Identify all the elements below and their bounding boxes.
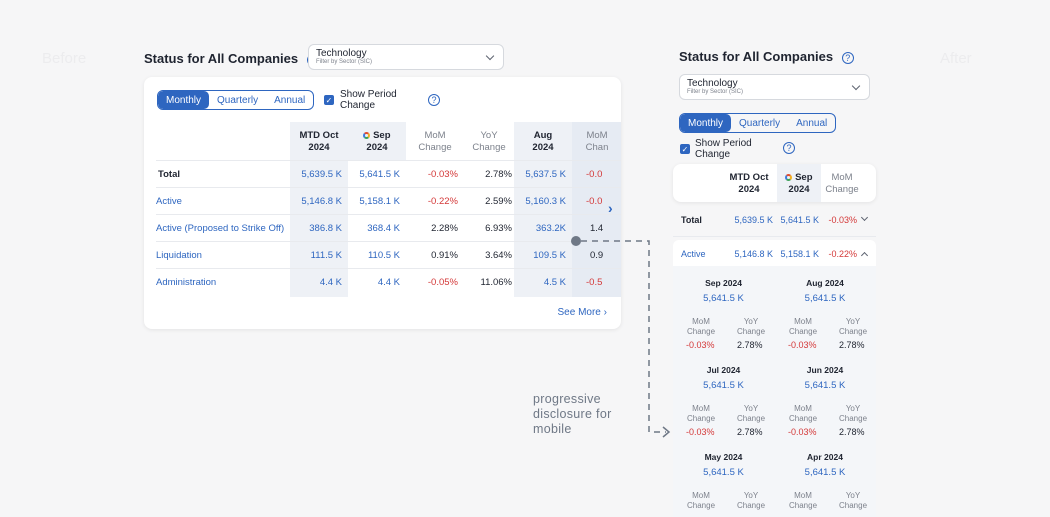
chevron-up-icon [860,251,869,260]
yoy-label: YoY Change [737,491,766,510]
after-label: After [940,50,972,67]
tab-annual[interactable]: Annual [274,94,306,106]
desktop-status-card: Monthly Quarterly Annual ✓ Show Period C… [144,77,621,329]
show-period-checkbox[interactable]: ✓ [324,95,334,105]
yoy-label: YoY Change [737,317,766,336]
yoy-label: YoY Change [839,317,868,336]
help-icon[interactable]: ? [428,94,440,106]
col-header-mom-2[interactable]: MoM Chan [585,130,609,153]
col-header-mtd-oct[interactable]: MTD Oct 2024 [299,130,339,153]
month-card: Apr 2024 5,641.5 K [804,452,846,478]
loading-icon [363,131,371,139]
expanded-details: Sep 2024 5,641.5 K Aug 2024 5,641.5 K Mo… [673,266,876,517]
mom-label: MoM Change [687,317,716,336]
col-header-mom[interactable]: MoM Change [825,172,859,195]
help-icon[interactable]: ? [841,52,854,64]
yoy-label: YoY Change [839,491,868,510]
before-label: Before [42,50,87,67]
tab-monthly[interactable]: Monthly [680,114,732,132]
table-row[interactable]: Total 5,639.5 K 5,641.5 K -0.03% 2.78% 5… [158,169,603,180]
mobile-period-tabs: Monthly Quarterly Annual [679,113,837,133]
table-row[interactable]: Active 5,146.8 K 5,158.1 K -0.22% 2.59% … [156,196,603,207]
annotation-text: progressive disclosure for mobile [533,392,612,436]
month-card: Jun 2024 5,641.5 K [804,365,846,391]
tab-quarterly[interactable]: Quarterly [739,117,781,129]
month-card: Jul 2024 5,641.5 K [703,365,744,391]
col-header-aug[interactable]: Aug 2024 [532,130,554,153]
col-header-mtd-oct[interactable]: MTD Oct 2024 [729,172,769,195]
annotation-connector [571,236,671,438]
table-row[interactable]: Liquidation 111.5 K 110.5 K 0.91% 3.64% … [156,250,604,261]
mobile-row-active-expanded[interactable]: Active 5,146.8 K 5,158.1 K -0.22% Sep 20… [673,240,876,517]
mobile-row-total[interactable]: Total 5,639.5 K 5,641.5 K -0.03% [673,207,876,235]
scroll-right-icon[interactable]: › [608,200,613,216]
mom-label: MoM Change [789,491,818,510]
col-header-sep[interactable]: Sep 2024 [348,130,406,154]
table-row[interactable]: Active (Proposed to Strike Off) 386.8 K … [156,223,604,234]
mom-label: MoM Change [687,404,716,423]
see-more-link[interactable]: See More › [557,307,607,318]
mom-label: MoM Change [789,404,818,423]
mobile-sector-filter-select[interactable]: Technology Filter by Sector (SIC) [679,74,870,100]
col-header-yoy[interactable]: YoY Change [472,130,506,153]
tab-quarterly[interactable]: Quarterly [217,94,259,106]
mom-label: MoM Change [789,317,818,336]
loading-icon [785,173,793,181]
tab-monthly[interactable]: Monthly [158,91,210,109]
period-tabs: Monthly Quarterly Annual [157,90,315,110]
yoy-label: YoY Change [737,404,766,423]
chevron-down-icon [860,213,869,222]
mom-label: MoM Change [687,491,716,510]
page-title: Status for All Companies ? [144,51,319,66]
tab-annual[interactable]: Annual [796,117,828,129]
col-header-sep[interactable]: Sep 2024 [777,172,821,196]
sector-filter-select[interactable]: Technology Filter by Sector (SIC) [308,44,504,70]
chevron-right-icon: › [603,307,607,318]
table-row[interactable]: Administration 4.4 K 4.4 K -0.05% 11.06%… [156,277,603,288]
mobile-show-period-checkbox[interactable]: ✓ [680,144,690,154]
month-card: May 2024 5,641.5 K [703,452,744,478]
month-card: Sep 2024 5,641.5 K [703,278,744,304]
month-card: Aug 2024 5,641.5 K [804,278,846,304]
status-table: MTD Oct 2024 Sep 2024 MoM Change YoY Change … [156,122,621,297]
mobile-table-header: MTD Oct 2024 Sep 2024 MoM Change [673,164,876,202]
mobile-show-period-label: Show Period Change [695,138,752,160]
help-icon[interactable]: ? [783,142,795,154]
show-period-label: Show Period Change [340,89,397,111]
yoy-label: YoY Change [839,404,868,423]
col-header-mom[interactable]: MoM Change [418,130,452,153]
mobile-page-title: Status for All Companies ? [679,49,854,64]
